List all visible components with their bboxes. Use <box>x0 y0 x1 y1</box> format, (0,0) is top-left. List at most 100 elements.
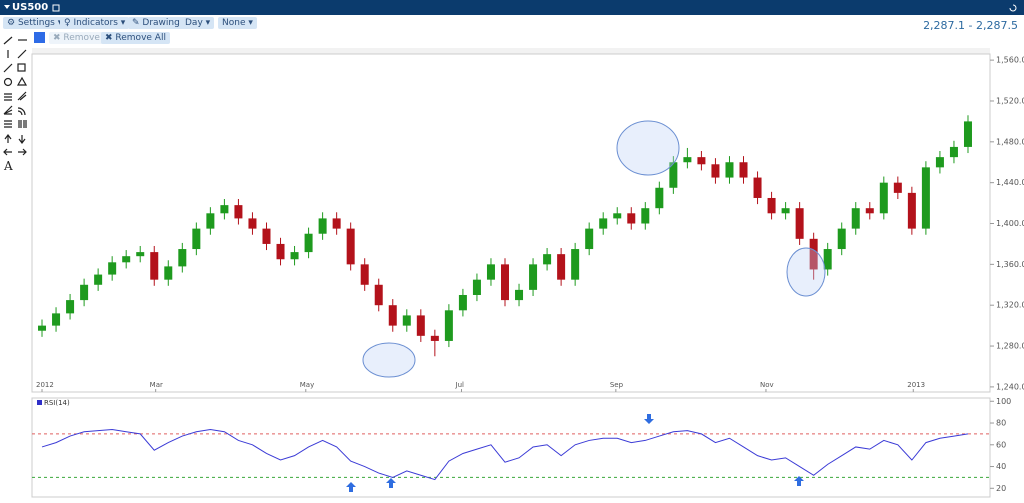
candle-body <box>94 274 103 285</box>
period-button[interactable]: Day ▾ <box>181 17 215 29</box>
rsi-panel <box>31 397 991 498</box>
x-tick-label: Jul <box>455 381 465 389</box>
panel-header <box>32 48 990 54</box>
button-label: None <box>222 18 246 28</box>
settings-button[interactable]: ⚙ Settings ▾ <box>3 17 67 29</box>
candle-body <box>416 315 425 336</box>
popout-icon[interactable] <box>52 3 62 13</box>
candle-body <box>851 208 860 229</box>
y-tick-label: 1,480.0 <box>996 137 1024 146</box>
candle-body <box>641 208 650 224</box>
candle-body <box>192 228 201 250</box>
candle-body <box>571 249 580 280</box>
candle-body <box>346 228 355 265</box>
remove-button[interactable]: ✖ Remove <box>49 32 104 44</box>
button-label: Remove <box>63 33 100 43</box>
candle-body <box>472 279 481 295</box>
tool-text[interactable]: A <box>3 159 13 173</box>
candle-body <box>725 162 734 178</box>
remove-all-button[interactable]: ✖ Remove All <box>101 32 170 44</box>
indicators-button[interactable]: ♀ Indicators ▾ <box>60 17 130 29</box>
y-tick-label: 1,320.0 <box>996 301 1024 310</box>
candle-body <box>150 252 159 280</box>
tool-pitchfork[interactable] <box>17 91 27 101</box>
x-tick-label: Mar <box>150 381 163 389</box>
menu-caret[interactable] <box>3 0 13 15</box>
tool-line[interactable] <box>3 36 13 45</box>
button-label: Day <box>185 18 203 28</box>
candle-body <box>613 213 622 219</box>
x-tick-label: Sep <box>610 381 624 389</box>
price-quote: 2,287.1 - 2,287.5 <box>923 19 1018 32</box>
candle-body <box>332 218 341 229</box>
candle-body <box>276 243 285 260</box>
tool-segment[interactable] <box>3 63 13 73</box>
y-tick-label: 1,560.0 <box>996 56 1024 65</box>
button-label: Remove All <box>115 33 166 43</box>
candle-body <box>248 218 257 229</box>
candle-body <box>444 310 453 341</box>
instrument-title: US500 <box>12 2 49 13</box>
rsi-title: RSI(14) <box>44 399 70 407</box>
tool-arrow-up[interactable] <box>4 134 12 143</box>
tool-circle[interactable] <box>3 77 13 87</box>
tool-arrow-down[interactable] <box>18 135 26 144</box>
candle-body <box>122 256 131 263</box>
color-swatch[interactable] <box>34 32 45 43</box>
type-button[interactable]: None ▾ <box>218 17 257 29</box>
y-tick-label: 60 <box>996 440 1006 449</box>
candle-body <box>430 335 439 341</box>
candle-body <box>290 252 299 260</box>
y-tick-label: 1,280.0 <box>996 342 1024 351</box>
tool-arc[interactable] <box>17 107 26 116</box>
drawing-button[interactable]: ✎ Drawing <box>128 17 184 29</box>
y-tick-label: 1,440.0 <box>996 178 1024 187</box>
tool-fan[interactable] <box>3 105 13 115</box>
annotations <box>362 120 826 378</box>
candle-body <box>697 157 706 165</box>
candle-body <box>262 228 271 244</box>
y-tick-label: 1,360.0 <box>996 260 1024 269</box>
tool-rect[interactable] <box>17 63 26 72</box>
candle-body <box>178 249 187 267</box>
candle-body <box>402 315 411 326</box>
price-panel <box>31 53 991 393</box>
tool-arrow-right[interactable] <box>18 148 27 156</box>
x-tick-label: 2013 <box>907 381 925 389</box>
tool-channel[interactable] <box>4 93 12 101</box>
candle-body <box>458 294 467 311</box>
candle-body <box>767 197 776 214</box>
candle-body <box>739 162 748 178</box>
refresh-icon[interactable] <box>1008 3 1018 13</box>
highlight-ellipse <box>362 342 416 378</box>
y-tick-label: 1,400.0 <box>996 219 1024 228</box>
rsi-line <box>41 429 969 481</box>
y-tick-label: 80 <box>996 419 1006 428</box>
candle-body <box>599 218 608 229</box>
tool-time[interactable] <box>18 120 27 128</box>
down-arrow <box>644 414 654 424</box>
tool-triangle[interactable] <box>16 76 28 86</box>
button-label: Settings <box>17 18 55 28</box>
candle-body <box>879 182 888 214</box>
candle-body <box>753 177 762 198</box>
candle-body <box>893 182 902 193</box>
up-arrow <box>346 482 356 492</box>
candle-body <box>781 208 790 214</box>
tool-fib[interactable] <box>4 120 12 128</box>
candle-body <box>543 254 552 265</box>
tool-ray[interactable] <box>17 49 27 59</box>
rsi-arrows <box>346 414 804 492</box>
highlight-ellipse <box>616 120 680 176</box>
candle-body <box>585 228 594 250</box>
candle-body <box>949 146 958 158</box>
y-tick-label: 1,520.0 <box>996 96 1024 105</box>
button-label: Drawing <box>142 18 180 28</box>
candle-body <box>921 167 930 229</box>
candle-body <box>627 213 636 224</box>
rsi-legend-swatch <box>37 400 42 405</box>
candle-body <box>360 264 369 285</box>
tool-arrow-left[interactable] <box>3 148 12 156</box>
up-arrow <box>794 476 804 486</box>
